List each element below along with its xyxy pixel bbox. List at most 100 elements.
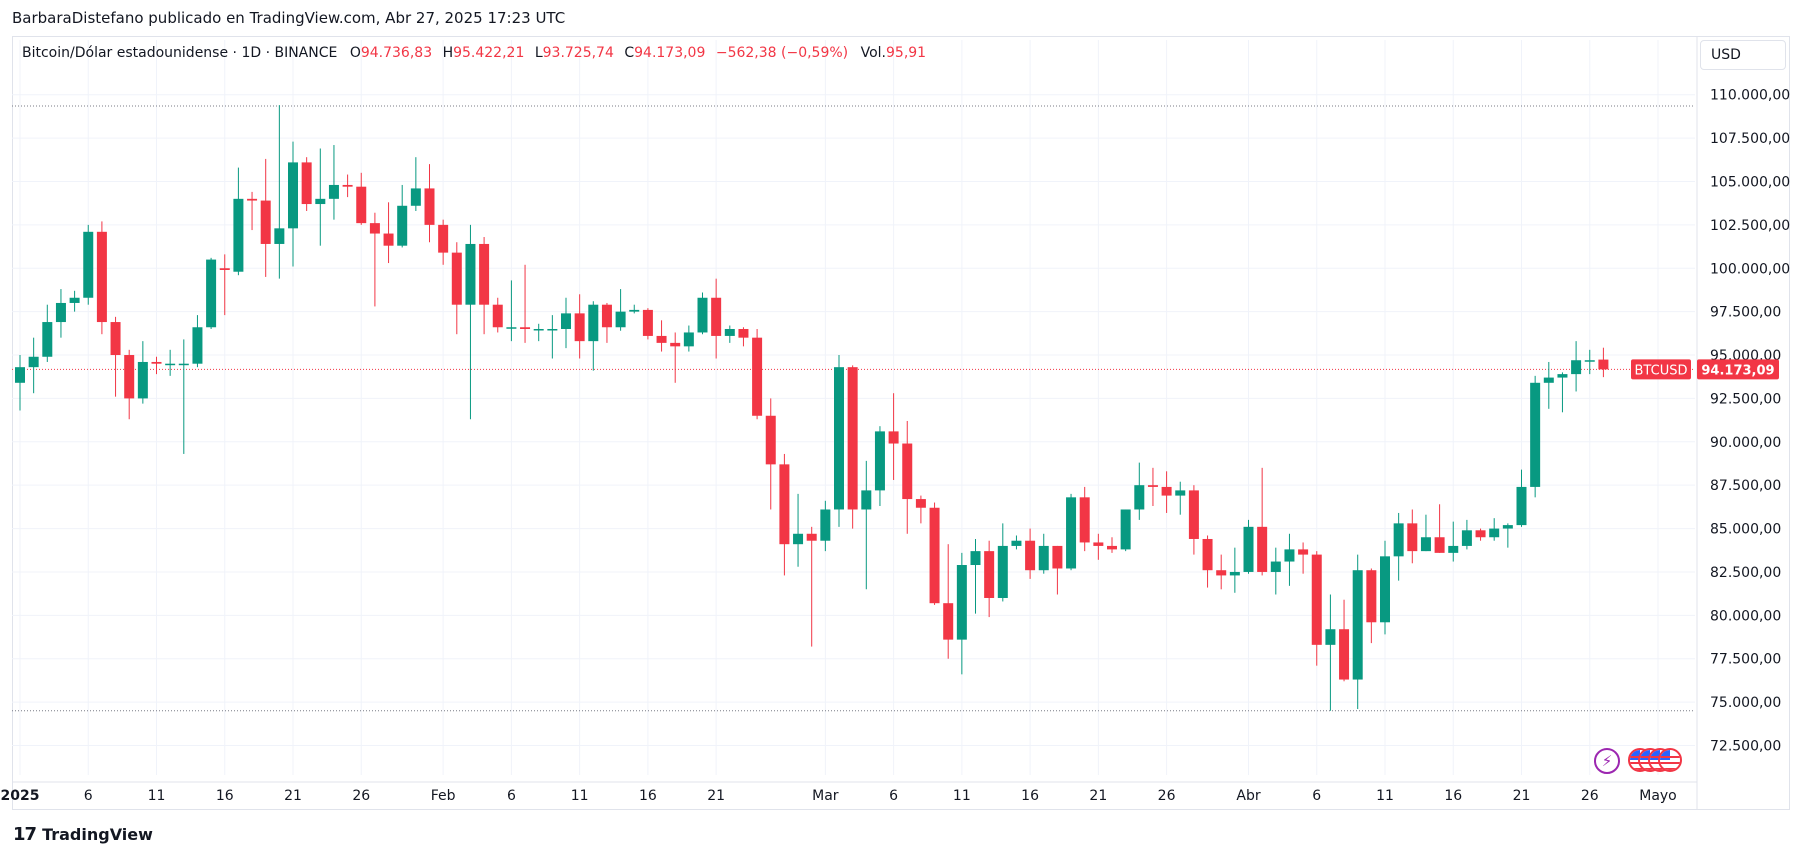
candle-body[interactable]: [1420, 537, 1431, 552]
candle-body[interactable]: [28, 356, 39, 368]
candle-body[interactable]: [274, 228, 285, 244]
candle-body[interactable]: [1093, 542, 1104, 546]
candle-body[interactable]: [574, 313, 585, 342]
candle-body[interactable]: [1557, 374, 1568, 378]
candle-body[interactable]: [820, 509, 831, 541]
candle-body[interactable]: [888, 431, 899, 444]
candle-body[interactable]: [356, 186, 367, 224]
candle-body[interactable]: [424, 188, 435, 225]
candle-body[interactable]: [697, 297, 708, 333]
candle-body[interactable]: [861, 490, 872, 510]
candle-body[interactable]: [915, 499, 926, 508]
candle-body[interactable]: [1188, 490, 1199, 539]
candle-body[interactable]: [1216, 570, 1227, 576]
us-flag-icon[interactable]: [1658, 748, 1682, 772]
candle-body[interactable]: [1270, 561, 1281, 572]
candle-body[interactable]: [151, 361, 162, 364]
candle-body[interactable]: [1530, 382, 1541, 487]
candle-body[interactable]: [328, 184, 339, 199]
candle-body[interactable]: [1434, 537, 1445, 553]
candle-body[interactable]: [178, 363, 189, 366]
candle-body[interactable]: [642, 309, 653, 336]
candle-body[interactable]: [1489, 528, 1500, 538]
candle-body[interactable]: [110, 322, 121, 356]
candle-body[interactable]: [1571, 360, 1582, 375]
candle-body[interactable]: [683, 332, 694, 347]
candle-body[interactable]: [1202, 538, 1213, 571]
candle-body[interactable]: [1229, 571, 1240, 576]
candle-body[interactable]: [219, 268, 230, 270]
candle-body[interactable]: [342, 184, 353, 187]
candle-body[interactable]: [96, 231, 107, 323]
candle-body[interactable]: [533, 328, 544, 331]
lightning-icon[interactable]: ⚡: [1594, 748, 1620, 774]
candle-body[interactable]: [724, 328, 735, 336]
candle-body[interactable]: [588, 304, 599, 342]
candle-body[interactable]: [137, 361, 148, 399]
candle-body[interactable]: [984, 551, 995, 598]
candle-body[interactable]: [1543, 377, 1554, 383]
candle-body[interactable]: [1448, 545, 1459, 553]
candle-body[interactable]: [847, 367, 858, 510]
currency-selector[interactable]: USD: [1700, 40, 1786, 70]
candle-body[interactable]: [943, 603, 954, 640]
candle-body[interactable]: [1311, 554, 1322, 645]
candle-body[interactable]: [1025, 540, 1036, 571]
candle-body[interactable]: [834, 367, 844, 510]
candle-body[interactable]: [779, 464, 790, 545]
candle-body[interactable]: [929, 507, 940, 604]
candle-body[interactable]: [1079, 497, 1090, 543]
candle-body[interactable]: [383, 233, 394, 246]
candle-body[interactable]: [1284, 549, 1295, 562]
candle-body[interactable]: [206, 259, 217, 328]
candle-body[interactable]: [397, 205, 408, 246]
candle-body[interactable]: [1038, 545, 1049, 571]
candle-body[interactable]: [506, 327, 517, 329]
candle-body[interactable]: [1066, 497, 1077, 569]
candle-body[interactable]: [69, 297, 80, 303]
candle-body[interactable]: [83, 231, 94, 298]
candle-body[interactable]: [192, 327, 203, 364]
candle-body[interactable]: [629, 309, 640, 312]
candle-body[interactable]: [1107, 545, 1117, 550]
candle-body[interactable]: [315, 198, 326, 205]
candle-body[interactable]: [1339, 629, 1350, 680]
candle-body[interactable]: [656, 335, 667, 343]
candle-body[interactable]: [711, 297, 722, 336]
tradingview-brand[interactable]: 17 TradingView: [13, 824, 153, 845]
candle-body[interactable]: [451, 252, 462, 305]
candle-body[interactable]: [42, 322, 53, 357]
candle-body[interactable]: [520, 327, 531, 329]
candle-body[interactable]: [247, 198, 258, 201]
candle-body[interactable]: [970, 551, 981, 566]
candle-body[interactable]: [1461, 530, 1472, 546]
candle-body[interactable]: [492, 304, 503, 328]
candle-body[interactable]: [1502, 525, 1513, 529]
candle-body[interactable]: [1516, 486, 1527, 526]
candle-body[interactable]: [793, 533, 804, 545]
candle-body[interactable]: [601, 304, 612, 328]
candle-body[interactable]: [165, 363, 176, 366]
candle-body[interactable]: [124, 355, 135, 399]
candle-body[interactable]: [1120, 509, 1131, 550]
candle-body[interactable]: [765, 415, 776, 465]
candle-body[interactable]: [1366, 570, 1377, 623]
candle-body[interactable]: [301, 162, 312, 205]
candle-body[interactable]: [738, 328, 749, 338]
candle-body[interactable]: [1011, 540, 1022, 546]
candle-body[interactable]: [1134, 485, 1145, 510]
candle-body[interactable]: [1175, 490, 1186, 496]
candle-body[interactable]: [1475, 530, 1486, 538]
candle-body[interactable]: [1243, 526, 1254, 572]
candle-body[interactable]: [547, 328, 558, 331]
candle-body[interactable]: [1161, 486, 1172, 496]
candle-body[interactable]: [15, 367, 25, 383]
candle-body[interactable]: [1393, 523, 1404, 557]
candle-body[interactable]: [288, 162, 298, 229]
candle-body[interactable]: [233, 198, 244, 272]
candle-body[interactable]: [997, 545, 1008, 598]
candle-body[interactable]: [1598, 359, 1609, 370]
candle-body[interactable]: [670, 342, 681, 347]
candle-body[interactable]: [1257, 526, 1268, 572]
